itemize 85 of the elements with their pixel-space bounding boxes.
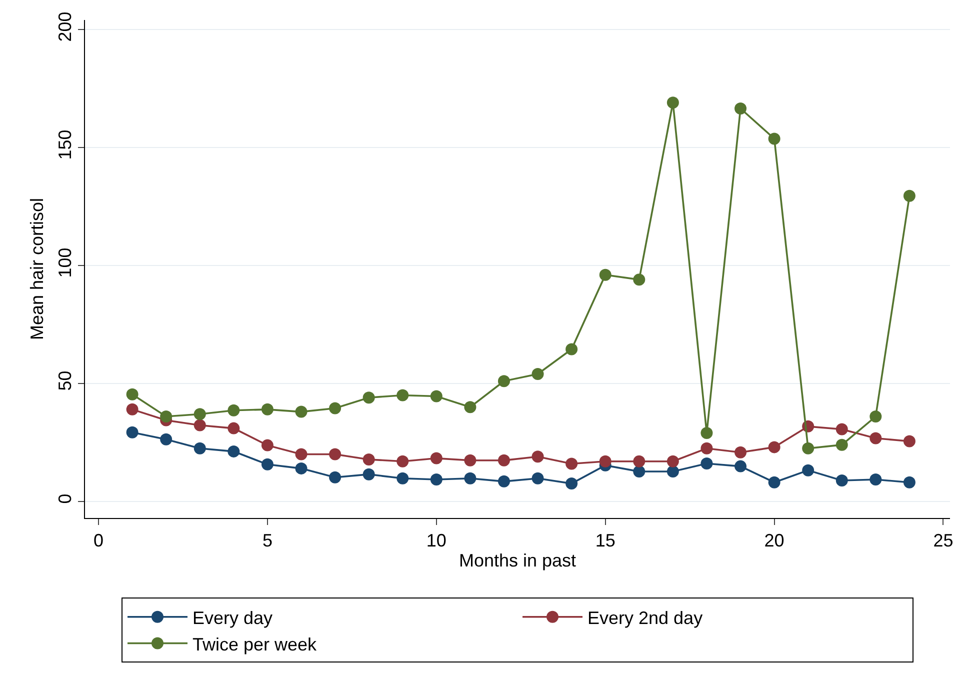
point — [194, 419, 206, 432]
point — [194, 408, 206, 420]
point — [430, 474, 442, 486]
point — [464, 454, 476, 466]
point — [329, 448, 342, 460]
point — [295, 448, 308, 460]
point — [295, 462, 308, 474]
point — [599, 455, 612, 468]
point — [430, 452, 442, 464]
point — [566, 343, 578, 356]
point — [498, 375, 510, 388]
point — [903, 190, 916, 202]
legend-label: Every 2nd day — [588, 608, 703, 628]
point — [566, 478, 578, 490]
point — [666, 455, 679, 468]
point — [126, 403, 138, 416]
x-tick-label: 15 — [595, 530, 616, 551]
point — [261, 439, 274, 452]
point — [768, 132, 780, 145]
point — [870, 410, 882, 423]
point — [836, 423, 848, 436]
point — [329, 471, 342, 484]
point — [666, 96, 679, 109]
y-tick-label: 0 — [54, 494, 75, 504]
point — [362, 468, 375, 480]
point — [464, 472, 476, 484]
point — [362, 392, 375, 404]
x-tick-label: 5 — [262, 530, 272, 551]
point — [734, 460, 747, 472]
point — [194, 442, 206, 454]
point — [700, 442, 713, 454]
point — [666, 466, 679, 478]
x-tick-label: 0 — [94, 530, 104, 551]
point — [633, 455, 646, 468]
point — [768, 476, 780, 488]
point — [633, 274, 646, 286]
point — [126, 426, 138, 438]
point — [532, 368, 544, 380]
y-tick-label: 150 — [54, 130, 75, 160]
point — [160, 410, 172, 423]
point — [329, 402, 342, 414]
point — [802, 464, 814, 476]
x-tick-label: 25 — [933, 530, 954, 551]
point — [532, 472, 544, 484]
point — [362, 453, 375, 466]
point — [396, 472, 409, 484]
point — [802, 442, 814, 454]
point — [903, 435, 916, 448]
point — [498, 475, 510, 488]
point — [228, 404, 240, 416]
point — [160, 433, 172, 446]
y-tick-label: 100 — [54, 248, 75, 278]
point — [396, 455, 409, 468]
point — [768, 441, 780, 454]
x-tick-label: 20 — [764, 530, 784, 551]
legend-label: Twice per week — [192, 634, 318, 654]
legend-label: Every day — [192, 608, 273, 628]
y-axis-title: Mean hair cortisol — [27, 198, 47, 340]
point — [464, 401, 476, 414]
point — [532, 450, 544, 463]
point — [498, 454, 510, 466]
x-tick-label: 10 — [426, 530, 446, 551]
point — [734, 446, 747, 458]
point — [228, 422, 240, 434]
point — [295, 406, 308, 418]
y-tick-label: 200 — [54, 12, 75, 42]
point — [261, 403, 274, 416]
point — [836, 438, 848, 451]
point — [228, 445, 240, 458]
point — [836, 474, 848, 486]
point — [700, 427, 713, 440]
point — [870, 474, 882, 486]
point — [599, 268, 612, 281]
point — [396, 389, 409, 402]
point — [430, 390, 442, 402]
point — [633, 466, 646, 478]
point — [261, 458, 274, 470]
point — [566, 458, 578, 470]
point — [734, 102, 747, 115]
point — [126, 388, 138, 400]
x-axis-title: Months in past — [458, 550, 576, 571]
point — [870, 432, 882, 444]
y-tick-label: 50 — [54, 370, 75, 391]
point — [700, 457, 713, 470]
point — [903, 476, 916, 488]
